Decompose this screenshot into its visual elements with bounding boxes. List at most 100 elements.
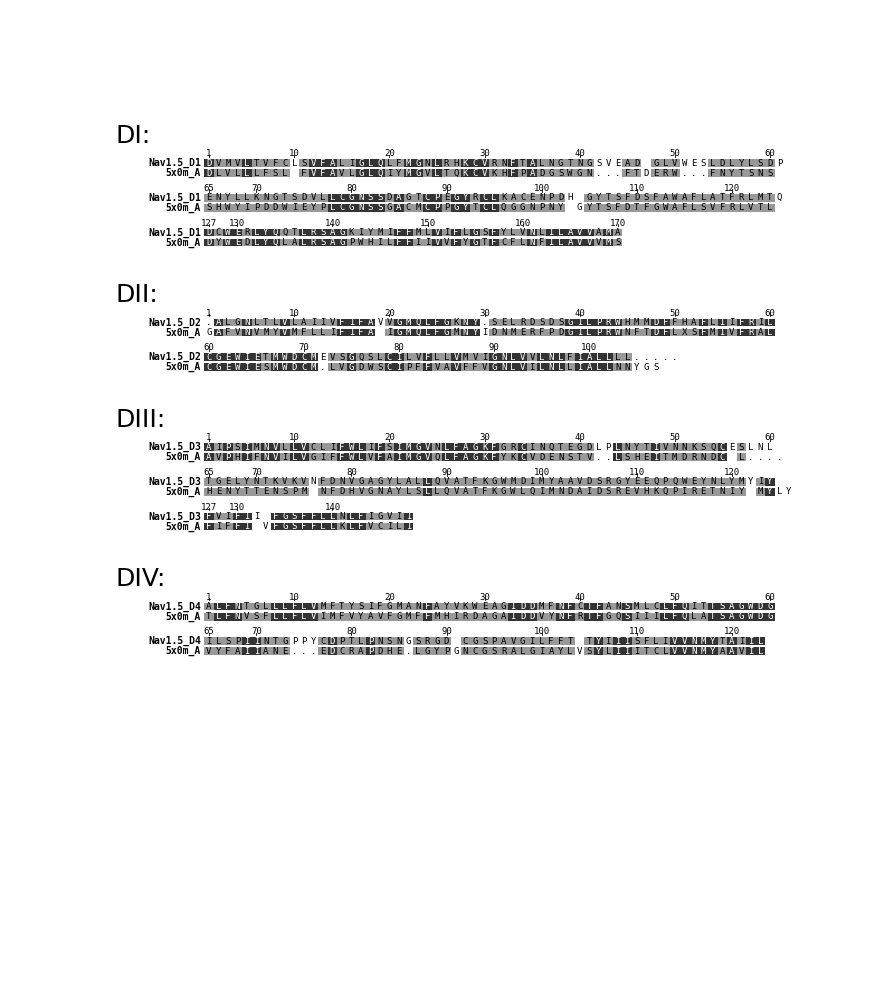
Bar xyxy=(641,647,651,655)
Bar xyxy=(727,194,737,202)
Text: E: E xyxy=(396,647,402,656)
Bar xyxy=(404,513,413,520)
Text: 65: 65 xyxy=(203,627,214,636)
Bar xyxy=(765,319,774,326)
Bar xyxy=(413,353,423,361)
Text: 100: 100 xyxy=(533,184,550,193)
Text: F: F xyxy=(701,328,706,337)
Text: R: R xyxy=(615,487,620,496)
Text: S: S xyxy=(653,363,659,372)
Text: G: G xyxy=(472,443,477,452)
Bar xyxy=(556,613,565,620)
Bar xyxy=(308,453,318,461)
Text: D: D xyxy=(767,159,773,168)
Text: Q: Q xyxy=(358,353,364,362)
Bar xyxy=(280,363,290,371)
Bar xyxy=(394,513,404,520)
Bar xyxy=(214,159,223,167)
Bar xyxy=(337,647,347,655)
Text: L: L xyxy=(425,228,430,237)
Bar xyxy=(661,637,670,645)
Text: K: K xyxy=(272,477,278,486)
Text: F: F xyxy=(491,238,497,247)
Text: L: L xyxy=(748,443,753,452)
Bar xyxy=(242,523,251,530)
Text: R: R xyxy=(738,193,744,202)
Text: L: L xyxy=(406,353,411,362)
Bar xyxy=(242,159,251,167)
Text: Q: Q xyxy=(378,169,383,178)
Text: L: L xyxy=(311,328,316,337)
Text: F: F xyxy=(672,318,677,327)
Text: V: V xyxy=(311,169,316,178)
Bar xyxy=(537,159,547,167)
Bar xyxy=(498,363,508,371)
Bar xyxy=(604,478,613,486)
Bar xyxy=(527,647,537,655)
Text: G: G xyxy=(511,203,516,212)
Bar xyxy=(527,443,537,451)
Bar xyxy=(299,159,308,167)
Text: M: M xyxy=(311,363,316,372)
Text: 90: 90 xyxy=(442,627,452,636)
Text: K: K xyxy=(491,169,497,178)
Bar xyxy=(498,169,508,177)
Text: W: W xyxy=(349,443,354,452)
Bar xyxy=(423,329,432,336)
Bar xyxy=(357,239,365,246)
Text: P: P xyxy=(444,203,449,212)
Bar xyxy=(756,319,765,326)
Text: N: N xyxy=(501,363,506,372)
Text: S: S xyxy=(235,443,240,452)
Text: I: I xyxy=(482,328,487,337)
Text: F: F xyxy=(415,363,420,372)
Bar xyxy=(375,353,385,361)
Bar xyxy=(613,637,623,645)
Text: P: P xyxy=(605,443,611,452)
Text: Y: Y xyxy=(596,637,601,646)
Text: 130: 130 xyxy=(230,219,245,228)
Bar xyxy=(651,204,661,212)
Text: G: G xyxy=(415,169,420,178)
Bar xyxy=(451,478,461,486)
Bar xyxy=(527,453,537,461)
Bar xyxy=(508,204,518,212)
Text: F: F xyxy=(358,328,364,337)
Text: F: F xyxy=(653,193,659,202)
Bar xyxy=(708,194,717,202)
Bar xyxy=(547,329,556,336)
Text: S: S xyxy=(339,353,344,362)
Text: C: C xyxy=(406,203,411,212)
Text: D: D xyxy=(472,612,477,621)
Text: F: F xyxy=(225,328,230,337)
Bar xyxy=(404,363,413,371)
Bar xyxy=(347,329,357,336)
Text: 10: 10 xyxy=(289,309,300,318)
Text: R: R xyxy=(691,453,696,462)
Text: Y: Y xyxy=(558,203,563,212)
Bar xyxy=(594,603,604,610)
Text: F: F xyxy=(339,328,344,337)
Text: G: G xyxy=(415,443,420,452)
Bar xyxy=(232,329,242,336)
Bar xyxy=(584,204,594,212)
Text: V: V xyxy=(349,477,354,486)
Text: D: D xyxy=(558,193,563,202)
Bar xyxy=(413,603,423,610)
Text: G: G xyxy=(206,328,211,337)
Bar xyxy=(604,194,613,202)
Text: Y: Y xyxy=(225,193,230,202)
Text: F: F xyxy=(634,328,639,337)
Bar xyxy=(746,204,756,212)
Bar xyxy=(357,523,365,530)
Text: M: M xyxy=(292,328,297,337)
Text: N: N xyxy=(321,487,326,496)
Bar xyxy=(708,637,717,645)
Text: E: E xyxy=(444,193,449,202)
Text: R: R xyxy=(349,647,354,656)
Text: R: R xyxy=(444,159,449,168)
Text: M: M xyxy=(463,353,469,362)
Bar xyxy=(214,169,223,177)
Bar xyxy=(261,239,271,246)
Text: T: T xyxy=(634,169,639,178)
